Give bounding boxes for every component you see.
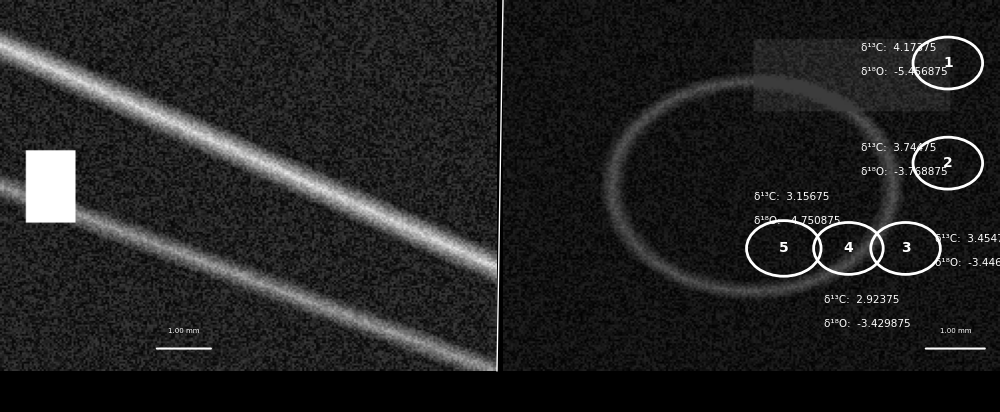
Text: δ¹³C:  4.17375: δ¹³C: 4.17375	[861, 43, 936, 53]
Text: 阴极发光显微镜观察: 阴极发光显微镜观察	[704, 382, 800, 400]
Text: 5: 5	[779, 241, 789, 255]
Text: 单偏光显微镜观察: 单偏光显微镜观察	[205, 386, 291, 405]
Text: 阴极发光显微镜观察: 阴极发光显微镜观察	[704, 386, 800, 405]
Text: δ¹³C:  3.45475: δ¹³C: 3.45475	[935, 234, 1000, 244]
Text: δ¹⁸O:  -5.456875: δ¹⁸O: -5.456875	[861, 67, 947, 77]
Text: δ¹³C:  3.15675: δ¹³C: 3.15675	[754, 192, 829, 201]
Text: δ¹⁸O:  -3.768875: δ¹⁸O: -3.768875	[861, 167, 947, 178]
Text: 2: 2	[943, 156, 953, 170]
Text: 3: 3	[901, 241, 910, 255]
Text: δ¹³C:  2.92375: δ¹³C: 2.92375	[824, 295, 899, 305]
Text: 1.00 mm: 1.00 mm	[168, 328, 200, 334]
Text: δ¹⁸O:  -3.446875: δ¹⁸O: -3.446875	[935, 258, 1000, 268]
Text: δ¹⁸O:  -4.750875: δ¹⁸O: -4.750875	[754, 215, 840, 226]
Text: 1.00 mm: 1.00 mm	[940, 328, 971, 334]
Text: δ¹⁸O:  -3.429875: δ¹⁸O: -3.429875	[824, 319, 910, 330]
Text: 1: 1	[943, 56, 953, 70]
Text: 单偏光显微镜观察: 单偏光显微镜观察	[205, 382, 291, 400]
Text: δ¹³C:  3.74475: δ¹³C: 3.74475	[861, 143, 936, 153]
Text: 4: 4	[844, 241, 853, 255]
